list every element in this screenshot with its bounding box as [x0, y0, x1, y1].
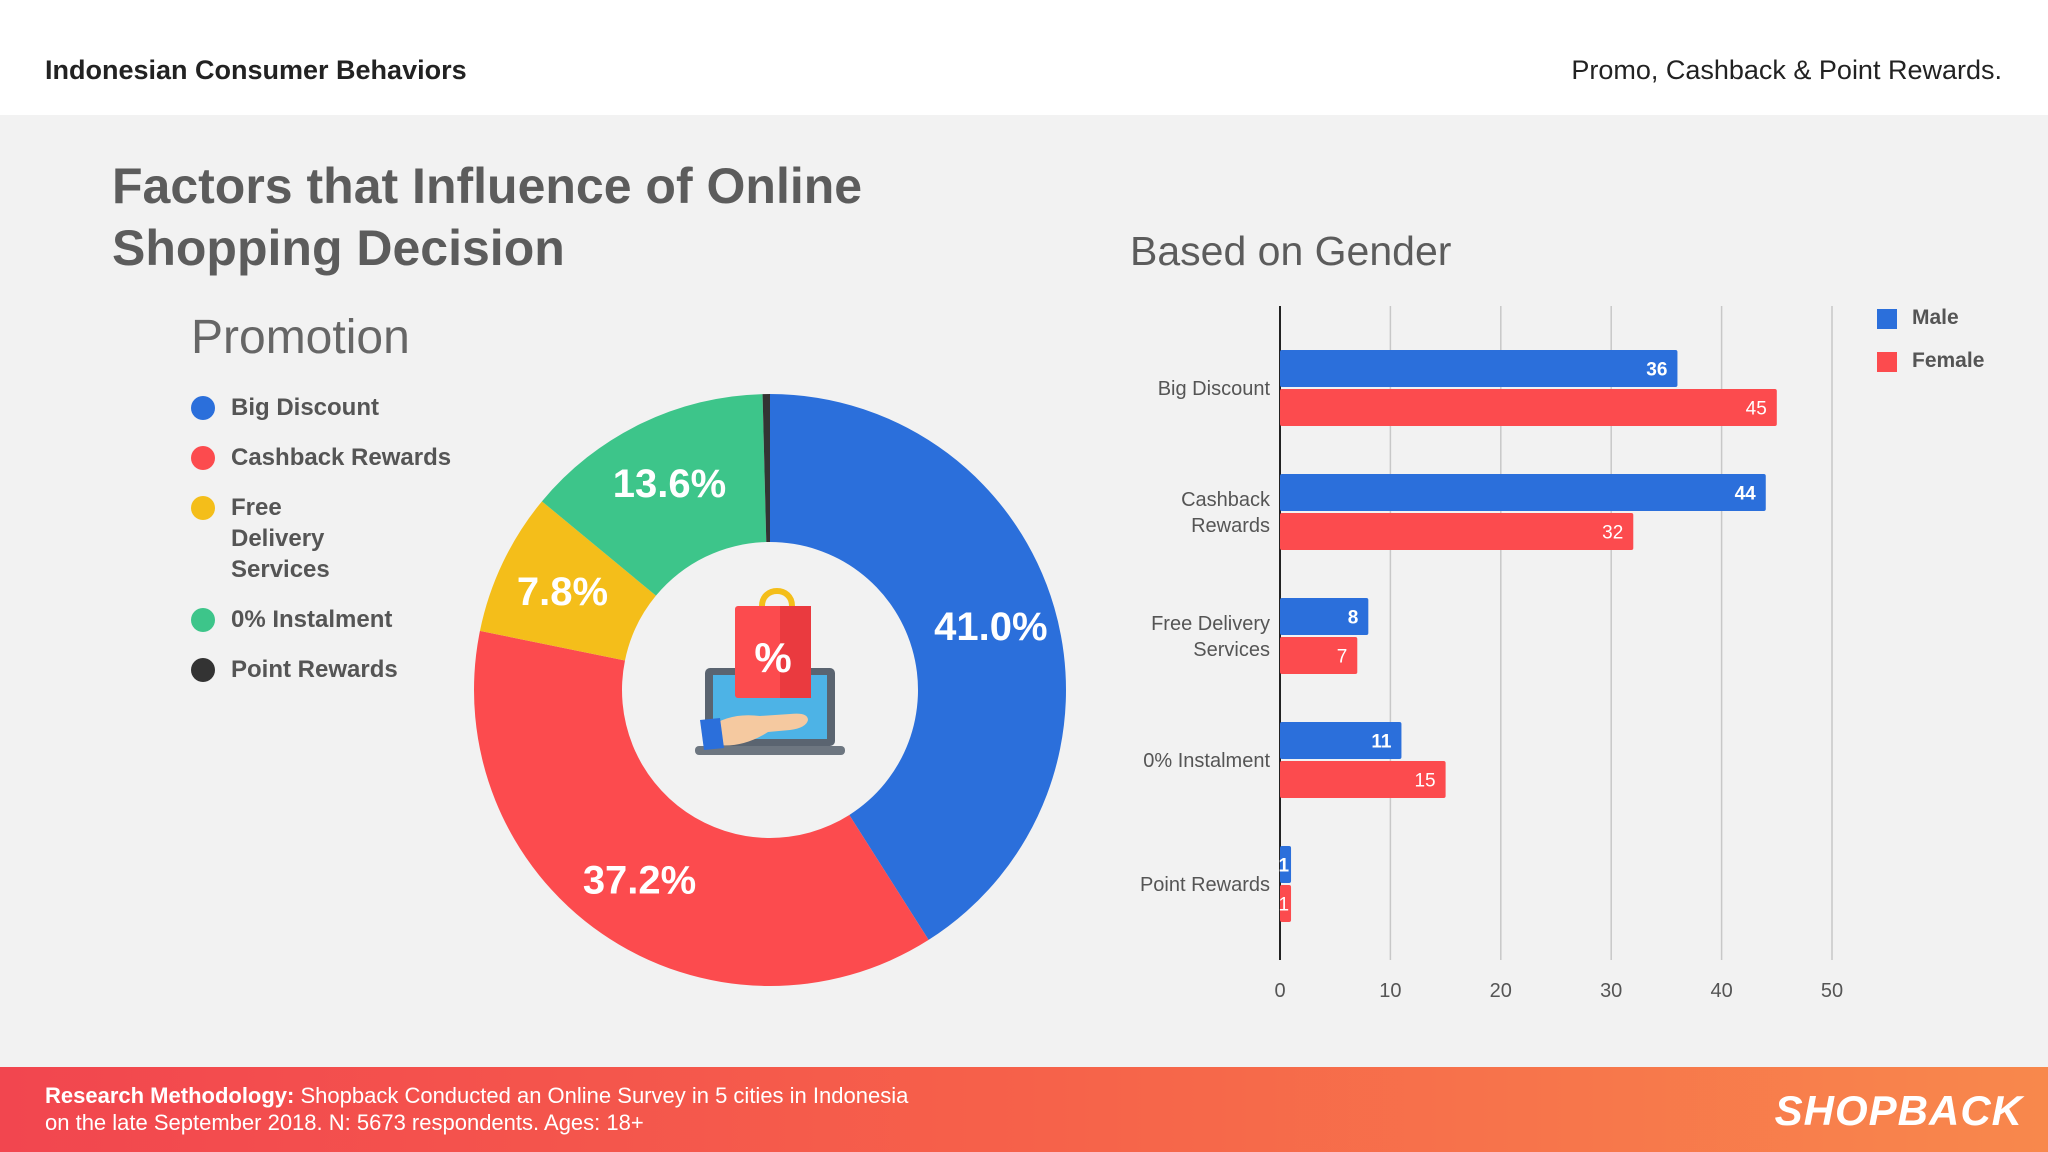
- bar-value-label: 1: [1278, 895, 1289, 916]
- shopping-bag-laptop-icon: %: [695, 588, 845, 755]
- methodology-label: Research Methodology:: [45, 1083, 295, 1108]
- legend-label: Male: [1912, 306, 1959, 329]
- legend-dot-icon: [191, 396, 215, 420]
- legend-item-cashback-rewards: Cashback Rewards: [191, 442, 491, 473]
- legend-box-icon: [1877, 309, 1897, 329]
- bar-value-label: 45: [1746, 399, 1767, 420]
- methodology-line2: on the late September 2018. N: 5673 resp…: [45, 1110, 644, 1135]
- donut-slice-3: [479, 501, 656, 661]
- bar-value-label: 44: [1735, 484, 1757, 505]
- promotion-title: Promotion: [191, 311, 410, 364]
- bar-female-3: [1280, 637, 1358, 674]
- svg-text:%: %: [754, 634, 791, 681]
- legend-item-male: Male: [1877, 306, 1984, 330]
- bar-value-label: 1: [1278, 856, 1289, 877]
- legend-box-icon: [1877, 352, 1897, 372]
- bar-male-3: [1280, 598, 1369, 635]
- bar-female-2: [1280, 513, 1634, 550]
- legend-item-big-discount: Big Discount: [191, 392, 491, 423]
- bar-male-5: [1280, 846, 1292, 883]
- donut-slice-2: [474, 630, 929, 986]
- bar-value-label: 36: [1646, 360, 1667, 381]
- category-label: 0% Instalment: [1143, 750, 1270, 772]
- legend-label: Big Discount: [231, 394, 379, 421]
- category-label: Services: [1193, 639, 1270, 661]
- category-label: Point Rewards: [1140, 874, 1270, 896]
- x-tick-label: 10: [1379, 980, 1401, 1002]
- header-left-title: Indonesian Consumer Behaviors: [45, 55, 467, 85]
- top-bar: Indonesian Consumer Behaviors Promo, Cas…: [0, 0, 2048, 115]
- category-label: Big Discount: [1158, 378, 1271, 400]
- footer: Research Methodology: Shopback Conducted…: [0, 1067, 2048, 1152]
- legend-label: Female: [1912, 349, 1985, 372]
- bar-value-label: 7: [1337, 647, 1348, 668]
- x-tick-label: 50: [1821, 980, 1843, 1002]
- legend-item-free-delivery: Free Delivery Services: [191, 492, 381, 585]
- bar-value-label: 11: [1371, 732, 1392, 753]
- legend-dot-icon: [191, 658, 215, 682]
- legend-dot-icon: [191, 446, 215, 470]
- gender-legend: Male Female: [1877, 306, 1984, 392]
- legend-dot-icon: [191, 608, 215, 632]
- donut-slice-4: [541, 394, 767, 596]
- shopback-logo: SHOPBACK: [1774, 1087, 2023, 1134]
- donut-chart: 41.0% 37.2% 7.8% 13.6% %: [474, 394, 1066, 986]
- legend-item-point-rewards: Point Rewards: [191, 654, 491, 685]
- donut-label-3: 7.8%: [517, 570, 608, 614]
- legend-item-female: Female: [1877, 349, 1984, 373]
- legend-label: Cashback Rewards: [231, 444, 452, 471]
- category-label: Rewards: [1191, 515, 1270, 537]
- bar-female-5: [1280, 885, 1292, 922]
- legend-label: Point Rewards: [231, 656, 398, 683]
- bar-female-4: [1280, 761, 1446, 798]
- donut-slice-5: [762, 394, 770, 543]
- bar-value-label: 8: [1348, 608, 1359, 629]
- legend-label: Free Delivery Services: [231, 494, 330, 583]
- x-tick-label: 30: [1600, 980, 1622, 1002]
- bar-female-1: [1280, 389, 1777, 426]
- x-tick-label: 20: [1490, 980, 1512, 1002]
- bar-value-label: 15: [1414, 771, 1435, 792]
- donut-label-4: 13.6%: [613, 462, 726, 506]
- donut-legend: Big Discount Cashback Rewards Free Deliv…: [191, 392, 491, 704]
- gender-chart-title: Based on Gender: [1130, 228, 1452, 274]
- donut-label-1: 41.0%: [934, 605, 1047, 649]
- x-tick-label: 40: [1710, 980, 1732, 1002]
- donut-slice-1: [770, 394, 1066, 940]
- legend-item-instalment: 0% Instalment: [191, 604, 491, 635]
- methodology-text: Research Methodology: Shopback Conducted…: [45, 1082, 1045, 1136]
- header-right-title: Promo, Cashback & Point Rewards.: [1571, 55, 2002, 85]
- legend-label: 0% Instalment: [231, 606, 393, 633]
- donut-label-2: 37.2%: [583, 858, 696, 902]
- legend-dot-icon: [191, 496, 215, 520]
- main-title: Factors that Influence of Online Shoppin…: [112, 158, 863, 276]
- bar-male-4: [1280, 722, 1402, 759]
- category-label: Free Delivery: [1151, 613, 1270, 635]
- bar-male-2: [1280, 474, 1766, 511]
- methodology-line1: Shopback Conducted an Online Survey in 5…: [294, 1083, 909, 1108]
- bar-male-1: [1280, 350, 1678, 387]
- x-tick-label: 0: [1274, 980, 1285, 1002]
- category-label: Cashback: [1181, 489, 1271, 511]
- bar-value-label: 32: [1602, 523, 1623, 544]
